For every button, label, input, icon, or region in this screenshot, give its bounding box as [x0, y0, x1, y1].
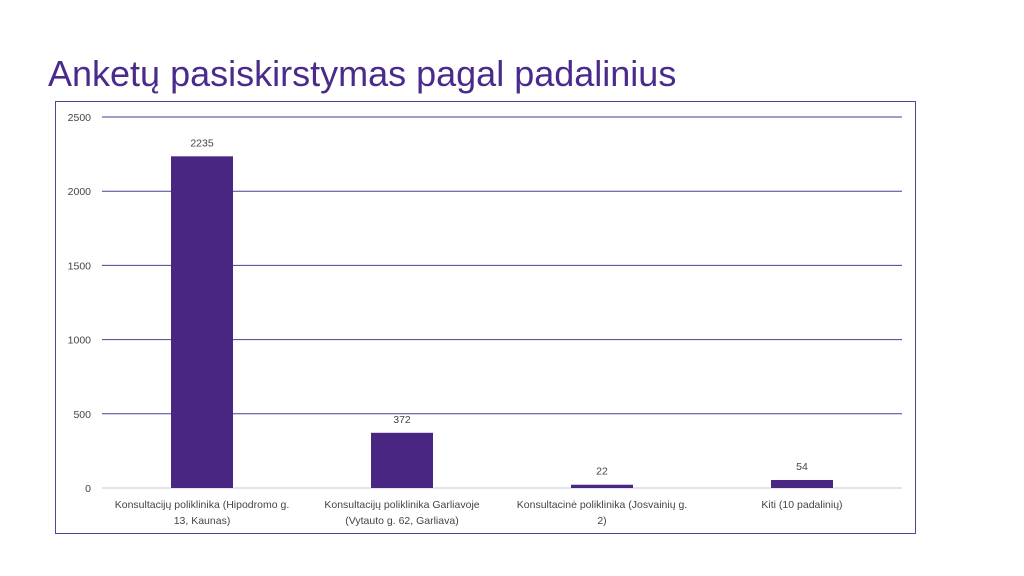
x-category-label-2: Konsultacijų poliklinika Garliavoje (Vyta… [324, 499, 479, 527]
x-category-label-line: 2) [597, 515, 606, 527]
x-category-label-line: 13, Kaunas) [174, 515, 231, 527]
slide-title: Anketų pasiskirstymas pagal padalinius [48, 53, 677, 94]
x-category-label-line: Konsultacijų poliklinika (Hipodromo g. [115, 499, 290, 511]
x-category-label-line: Konsultacinė poliklinika (Josvainių g. [517, 499, 687, 511]
x-category-label-4: Kiti (10 padalinių) [761, 499, 842, 511]
data-label-3: 22 [596, 466, 608, 478]
x-category-label-1: Konsultacijų poliklinika (Hipodromo g. 13… [115, 499, 290, 527]
data-label-1: 2235 [190, 137, 214, 149]
y-tick-label-500: 500 [73, 409, 91, 421]
bar-3 [571, 484, 633, 488]
x-category-label-3: Konsultacinė poliklinika (Josvainių g. 2) [517, 499, 687, 527]
bar-2 [371, 432, 433, 488]
y-tick-label-1500: 1500 [68, 260, 92, 272]
bar-chart: 0 500 1000 1500 2000 2500 2235 Konsultacijų pol… [68, 112, 902, 527]
x-category-label-line: Konsultacijų poliklinika Garliavoje [324, 499, 479, 511]
chart-frame: 0 500 1000 1500 2000 2500 2235 Konsultacijų pol… [55, 101, 916, 534]
bar-4 [771, 479, 833, 488]
x-category-label-line: Kiti (10 padalinių) [761, 499, 842, 511]
y-tick-label-2500: 2500 [68, 112, 92, 124]
y-tick-label-1000: 1000 [68, 335, 92, 347]
data-label-4: 54 [796, 461, 808, 473]
y-tick-label-2000: 2000 [68, 186, 92, 198]
y-tick-label-0: 0 [85, 483, 91, 495]
x-category-label-line: (Vytauto g. 62, Garliava) [345, 515, 458, 527]
data-label-2: 372 [393, 414, 411, 426]
bar-1 [171, 156, 233, 489]
